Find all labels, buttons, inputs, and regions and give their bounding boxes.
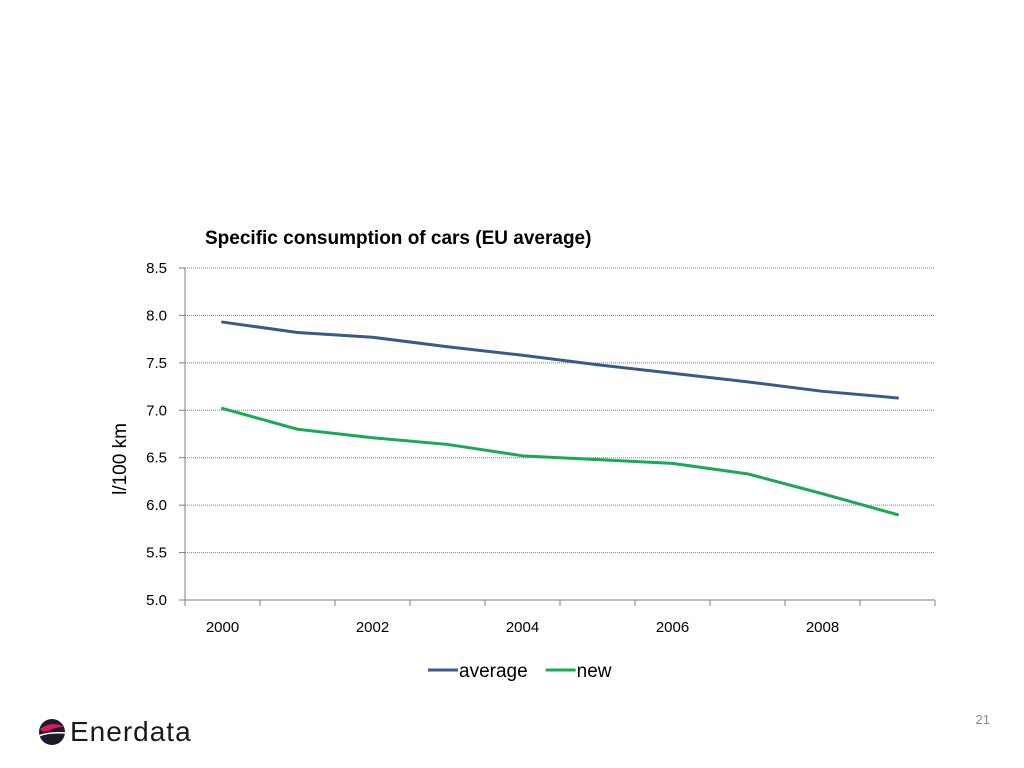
- legend-label-average: average: [459, 661, 528, 682]
- y-tick-label: 6.0: [146, 497, 167, 514]
- logo-text: Enerdata: [70, 716, 192, 747]
- grid-lines: [185, 267, 935, 554]
- enerdata-logo: Enerdata: [38, 716, 192, 748]
- legend-label-new: new: [577, 661, 612, 682]
- x-tick-label: 2008: [806, 619, 839, 636]
- page-number: 21: [975, 712, 990, 727]
- y-tick-label: 6.5: [146, 450, 167, 467]
- x-tick-label: 2006: [656, 619, 689, 636]
- series-line-average: [221, 320, 899, 400]
- y-axis-label: l/100 km: [110, 423, 131, 495]
- y-tick-label: 8.0: [146, 307, 167, 324]
- x-tick-labels: 2000 2002 2004 2006 2008: [206, 619, 839, 636]
- y-tick-label: 5.0: [146, 592, 167, 609]
- y-tick-label: 7.0: [146, 402, 167, 419]
- series-lines: [221, 320, 899, 517]
- y-tick-label: 5.5: [146, 545, 167, 562]
- legend: average new: [428, 661, 612, 682]
- y-tick-label: 7.5: [146, 355, 167, 372]
- chart-title: Specific consumption of cars (EU average…: [205, 228, 591, 249]
- y-tick-labels: 8.5 8.0 7.5 7.0 6.5 6.0 5.5 5.0: [146, 260, 167, 609]
- y-tick-label: 8.5: [146, 260, 167, 277]
- axes: [179, 267, 936, 606]
- enerdata-logo-icon: [38, 719, 66, 745]
- x-tick-label: 2000: [206, 619, 239, 636]
- x-tick-label: 2004: [506, 619, 539, 636]
- series-line-new: [221, 406, 899, 517]
- x-tick-label: 2002: [356, 619, 389, 636]
